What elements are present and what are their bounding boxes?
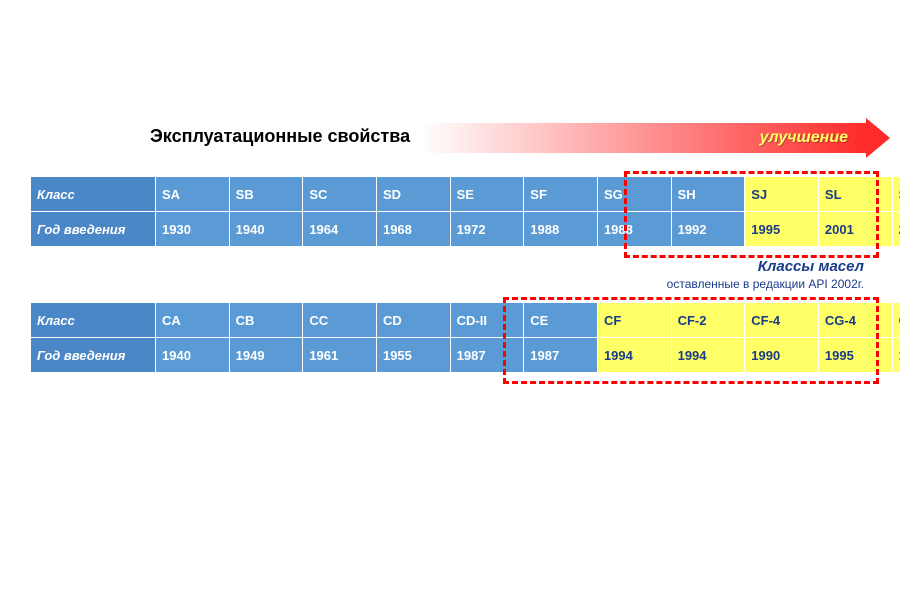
class-cell: CF-4 — [745, 303, 819, 338]
year-cell: 1930 — [156, 212, 230, 247]
class-cell: SE — [450, 177, 524, 212]
row-header: Год введения — [31, 338, 156, 373]
class-cell: CA — [156, 303, 230, 338]
between-caption: Классы масел оставленные в редакции API … — [30, 257, 864, 292]
class-cell: CC — [303, 303, 377, 338]
year-cell: 1949 — [229, 338, 303, 373]
year-cell: 1992 — [671, 212, 745, 247]
year-cell: 1987 — [524, 338, 598, 373]
header-title: Эксплуатационные свойства — [150, 126, 410, 147]
improvement-arrow: улучшение — [420, 120, 890, 156]
class-cell: SD — [376, 177, 450, 212]
diagram-container: Эксплуатационные свойства улучшение Клас… — [30, 120, 870, 373]
table-s-classes: КлассSASBSCSDSESFSGSHSJSLSMSNГод введени… — [30, 176, 900, 247]
class-cell: SC — [303, 177, 377, 212]
year-cell: 1995 — [745, 212, 819, 247]
table-c-classes: КлассCACBCCCDCD-IICECFCF-2CF-4CG-4CH-4CI… — [30, 302, 900, 373]
class-cell: CF — [597, 303, 671, 338]
class-cell: CH-4 — [892, 303, 900, 338]
row-header: Год введения — [31, 212, 156, 247]
year-cell: 1940 — [229, 212, 303, 247]
class-cell: SJ — [745, 177, 819, 212]
arrow-label: улучшение — [760, 129, 848, 147]
class-cell: CF-2 — [671, 303, 745, 338]
year-cell: 1994 — [671, 338, 745, 373]
class-cell: CD — [376, 303, 450, 338]
class-cell: CB — [229, 303, 303, 338]
class-cell: SG — [597, 177, 671, 212]
class-cell: SH — [671, 177, 745, 212]
class-cell: SM — [892, 177, 900, 212]
caption-line1: Классы масел — [30, 257, 864, 277]
year-cell: 1988 — [524, 212, 598, 247]
arrow-body: улучшение — [420, 123, 866, 153]
class-cell: SF — [524, 177, 598, 212]
arrow-head-icon — [866, 118, 890, 158]
row-header: Класс — [31, 303, 156, 338]
year-cell: 1988 — [597, 212, 671, 247]
year-cell: 1968 — [376, 212, 450, 247]
year-cell: 1940 — [156, 338, 230, 373]
class-cell: SA — [156, 177, 230, 212]
row-header: Класс — [31, 177, 156, 212]
year-cell: 1961 — [303, 338, 377, 373]
year-cell: 2001 — [818, 212, 892, 247]
year-cell: 2004 — [892, 212, 900, 247]
year-cell: 1987 — [450, 338, 524, 373]
year-cell: 1994 — [597, 338, 671, 373]
year-cell: 1995 — [818, 338, 892, 373]
class-cell: SB — [229, 177, 303, 212]
class-cell: CD-II — [450, 303, 524, 338]
class-cell: CE — [524, 303, 598, 338]
year-cell: 1998 — [892, 338, 900, 373]
year-cell: 1990 — [745, 338, 819, 373]
class-cell: SL — [818, 177, 892, 212]
class-cell: CG-4 — [818, 303, 892, 338]
header-row: Эксплуатационные свойства улучшение — [30, 120, 870, 160]
year-cell: 1972 — [450, 212, 524, 247]
year-cell: 1964 — [303, 212, 377, 247]
year-cell: 1955 — [376, 338, 450, 373]
caption-line2: оставленные в редакции API 2002г. — [30, 277, 864, 293]
